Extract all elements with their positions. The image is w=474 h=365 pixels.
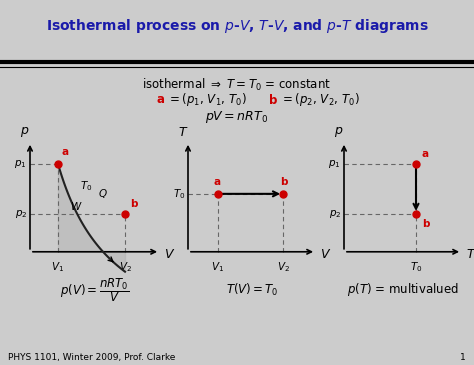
Text: a: a [422, 149, 429, 159]
Text: $p_1$: $p_1$ [14, 158, 27, 170]
Text: $V_2$: $V_2$ [118, 260, 131, 274]
Text: $p$: $p$ [20, 125, 30, 139]
Text: $p_1$: $p_1$ [328, 158, 341, 170]
Text: $\mathbf{a}$: $\mathbf{a}$ [156, 93, 165, 107]
Text: $p_2$: $p_2$ [328, 208, 341, 220]
Text: isothermal $\Rightarrow$ $\mathit{T} = T_0$ = constant: isothermal $\Rightarrow$ $\mathit{T} = T… [143, 77, 331, 93]
Text: $= (p_1,\, V_1,\, T_0)$: $= (p_1,\, V_1,\, T_0)$ [167, 92, 247, 108]
Text: $T_0$: $T_0$ [80, 179, 92, 193]
Text: b: b [130, 199, 137, 209]
Text: $T_0$: $T_0$ [410, 260, 422, 274]
Text: 1: 1 [460, 353, 466, 362]
Text: $p(V) = \dfrac{nRT_0}{V}$: $p(V) = \dfrac{nRT_0}{V}$ [60, 276, 130, 304]
Text: $T(V) = T_0$: $T(V) = T_0$ [226, 282, 278, 298]
Text: $V$: $V$ [320, 248, 331, 261]
Text: $pV = nRT_0$: $pV = nRT_0$ [205, 109, 269, 125]
Text: $Q$: $Q$ [98, 187, 108, 200]
Text: a: a [62, 147, 69, 157]
Text: $W$: $W$ [70, 200, 82, 212]
Text: PHYS 1101, Winter 2009, Prof. Clarke: PHYS 1101, Winter 2009, Prof. Clarke [8, 353, 175, 362]
Text: $= (p_2,\, V_2,\, T_0)$: $= (p_2,\, V_2,\, T_0)$ [280, 92, 360, 108]
Text: $\mathbf{b}$: $\mathbf{b}$ [268, 93, 278, 107]
Text: $T$: $T$ [466, 248, 474, 261]
Text: $V_1$: $V_1$ [211, 260, 225, 274]
Text: $p(T)$ = multivalued: $p(T)$ = multivalued [347, 281, 459, 298]
Text: $p$: $p$ [334, 125, 344, 139]
Text: Isothermal process on $\mathit{p}$-$\mathit{V}$, $\mathit{T}$-$\mathit{V}$, and : Isothermal process on $\mathit{p}$-$\mat… [46, 18, 428, 35]
Text: $V$: $V$ [164, 248, 175, 261]
Text: a: a [213, 177, 220, 187]
Text: $T_0$: $T_0$ [173, 187, 185, 201]
Text: $T$: $T$ [178, 126, 188, 139]
Text: $V_1$: $V_1$ [52, 260, 64, 274]
Text: $p_2$: $p_2$ [15, 208, 27, 220]
Text: b: b [280, 177, 288, 187]
Text: b: b [422, 219, 429, 229]
Text: $V_2$: $V_2$ [276, 260, 290, 274]
